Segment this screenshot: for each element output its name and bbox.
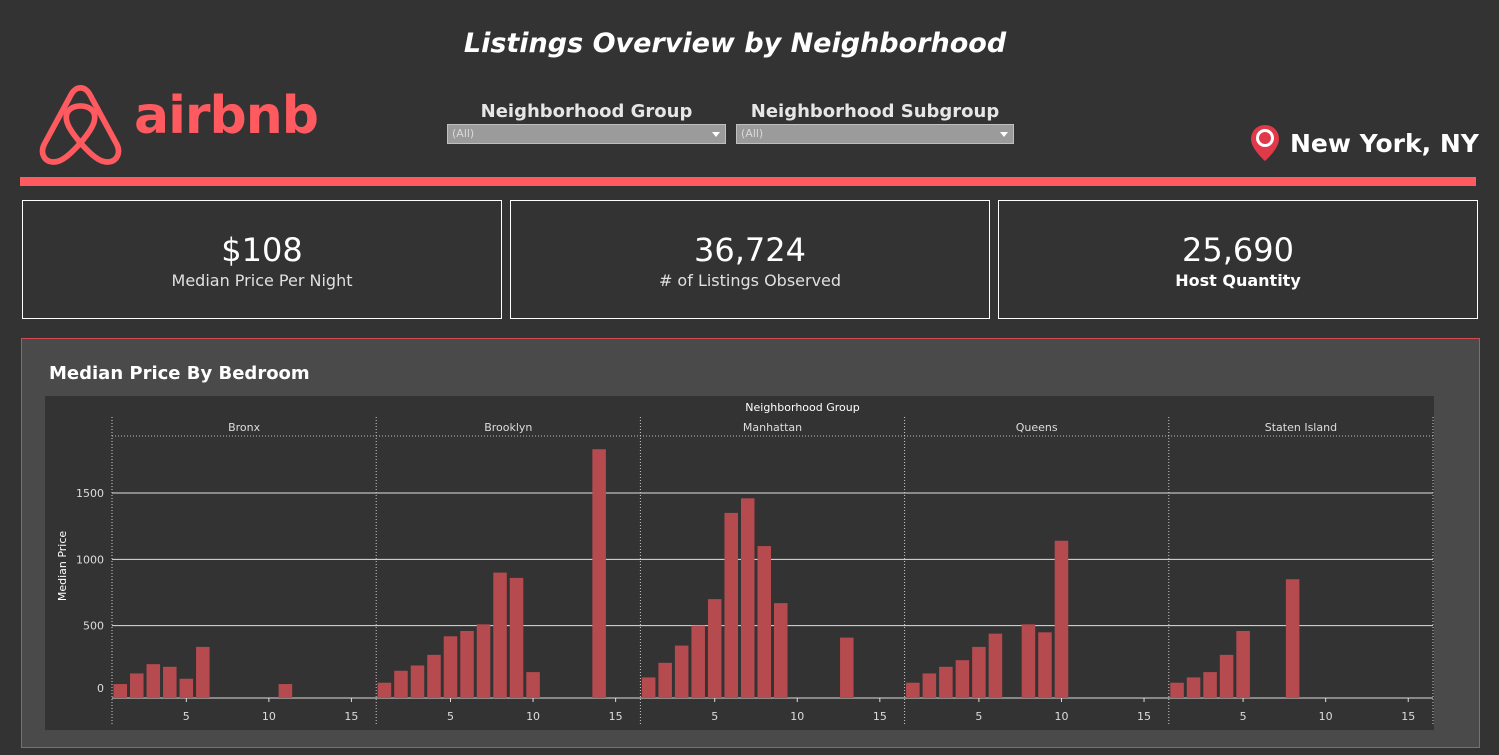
x-tick-label: 15 xyxy=(1137,710,1151,723)
x-tick-label: 10 xyxy=(262,710,276,723)
kpi-value: $108 xyxy=(221,231,303,269)
x-tick-label: 5 xyxy=(711,710,718,723)
bar xyxy=(1285,579,1300,698)
bar xyxy=(1236,630,1250,698)
bar xyxy=(922,673,937,698)
header-divider xyxy=(20,177,1476,186)
bar xyxy=(278,684,293,698)
bar xyxy=(707,599,722,698)
x-tick-label: 15 xyxy=(1401,710,1415,723)
y-axis-title: Median Price xyxy=(56,531,69,602)
bar xyxy=(840,637,854,698)
bar xyxy=(988,633,1003,698)
kpi-host-quantity: 25,690 Host Quantity xyxy=(998,200,1478,319)
bar xyxy=(1054,540,1069,698)
bar xyxy=(740,498,755,698)
bar xyxy=(196,646,210,698)
bar xyxy=(724,512,738,698)
bar xyxy=(658,662,672,698)
chart-panel: Median Price By Bedroom Neighborhood Gro… xyxy=(21,338,1480,748)
x-tick-label: 5 xyxy=(1240,710,1247,723)
location-text: New York, NY xyxy=(1290,128,1479,158)
kpi-label: Median Price Per Night xyxy=(171,271,353,290)
kpi-listings-observed: 36,724 # of Listings Observed xyxy=(510,200,990,319)
bar xyxy=(163,666,177,698)
bar xyxy=(955,660,970,698)
bar xyxy=(1021,624,1036,698)
bar xyxy=(377,682,392,698)
kpi-label: Host Quantity xyxy=(1175,271,1301,290)
filter-label: Neighborhood Subgroup xyxy=(750,101,1000,122)
panel-label: Manhattan xyxy=(743,421,802,434)
y-tick-label: 1000 xyxy=(76,553,104,566)
neighborhood-group-select[interactable]: (All) xyxy=(447,124,726,144)
location-indicator: New York, NY xyxy=(1250,124,1479,162)
bar xyxy=(641,677,656,698)
bar xyxy=(592,449,606,698)
select-value: (All) xyxy=(741,127,764,140)
x-tick-label: 15 xyxy=(609,710,623,723)
bar xyxy=(460,630,474,698)
bar xyxy=(691,625,705,698)
bar xyxy=(1170,682,1184,698)
bar xyxy=(1186,677,1201,698)
bar xyxy=(179,678,194,698)
y-tick-label: 0 xyxy=(97,682,104,695)
chart-plot-background xyxy=(45,396,1434,730)
kpi-value: 25,690 xyxy=(1182,231,1294,269)
y-tick-label: 500 xyxy=(83,620,104,633)
bar xyxy=(476,624,491,698)
bar xyxy=(773,603,788,698)
bar xyxy=(674,645,689,698)
bar xyxy=(906,682,920,698)
kpi-label: # of Listings Observed xyxy=(658,271,842,290)
filter-neighborhood-subgroup: Neighborhood Subgroup (All) xyxy=(736,101,1014,144)
bar xyxy=(427,654,441,698)
kpi-value: 36,724 xyxy=(694,231,806,269)
panel-label: Bronx xyxy=(228,421,261,434)
bar xyxy=(493,572,507,698)
x-tick-label: 10 xyxy=(790,710,804,723)
dropdown-caret-icon[interactable] xyxy=(1000,132,1008,137)
neighborhood-subgroup-select[interactable]: (All) xyxy=(736,124,1014,144)
x-tick-label: 10 xyxy=(526,710,540,723)
bar xyxy=(146,664,161,698)
bar xyxy=(443,636,458,698)
bar xyxy=(1219,654,1234,698)
x-tick-label: 15 xyxy=(873,710,887,723)
airbnb-logo-text: airbnb xyxy=(134,86,319,146)
bar xyxy=(410,665,425,698)
select-value: (All) xyxy=(452,127,475,140)
x-tick-label: 5 xyxy=(183,710,190,723)
bar xyxy=(972,646,986,698)
bar xyxy=(757,546,772,698)
panel-label: Queens xyxy=(1016,421,1058,434)
y-tick-label: 1500 xyxy=(76,487,104,500)
x-tick-label: 5 xyxy=(975,710,982,723)
filter-label: Neighborhood Group xyxy=(480,101,693,122)
map-pin-icon xyxy=(1251,125,1279,161)
column-header-label: Neighborhood Group xyxy=(745,401,859,414)
dropdown-caret-icon[interactable] xyxy=(712,132,720,137)
bar xyxy=(394,670,408,698)
median-price-by-bedroom-chart: Neighborhood Group 0 500 1000 1500 Median Pri… xyxy=(45,396,1434,730)
bar xyxy=(1203,672,1217,698)
bar xyxy=(1038,632,1052,698)
bar xyxy=(509,577,524,698)
dashboard-title: Listings Overview by Neighborhood xyxy=(463,28,1007,59)
x-tick-label: 10 xyxy=(1319,710,1333,723)
panel-label: Brooklyn xyxy=(484,421,532,434)
bar xyxy=(939,666,953,698)
chart-title: Median Price By Bedroom xyxy=(49,363,310,384)
panel-label: Staten Island xyxy=(1265,421,1337,434)
bar xyxy=(113,684,128,698)
x-tick-label: 10 xyxy=(1054,710,1068,723)
airbnb-logo-icon xyxy=(39,85,122,165)
bar xyxy=(526,672,540,698)
x-tick-label: 5 xyxy=(447,710,454,723)
filter-neighborhood-group: Neighborhood Group (All) xyxy=(447,101,726,144)
x-tick-label: 15 xyxy=(344,710,358,723)
bar xyxy=(129,673,144,698)
kpi-median-price: $108 Median Price Per Night xyxy=(22,200,502,319)
